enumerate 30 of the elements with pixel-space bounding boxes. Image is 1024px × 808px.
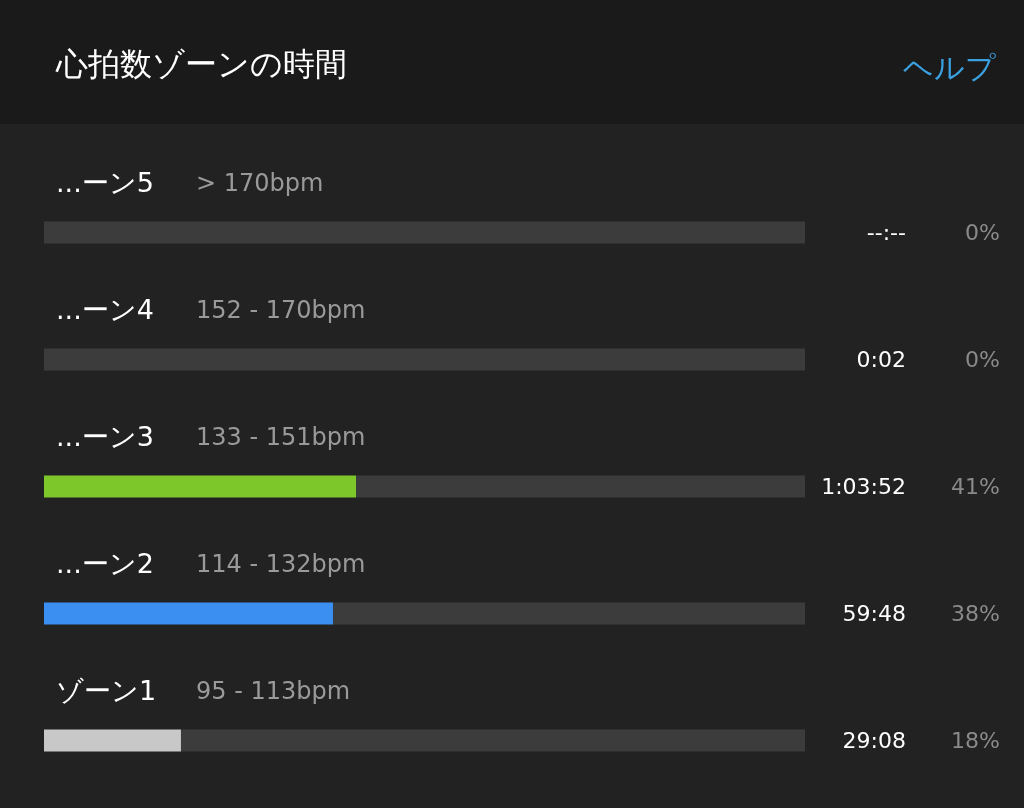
annotation: 114 - 132bpm <box>196 549 366 578</box>
y-tick-label: ...ーン2 <box>56 547 154 579</box>
bar <box>44 602 334 625</box>
data-label: 18% <box>951 727 1000 753</box>
data-label: 0% <box>965 346 1000 372</box>
text: 1:03:52 <box>821 473 906 499</box>
text: 0:02 <box>856 346 906 372</box>
bar <box>180 729 805 752</box>
y-tick-label: ゾーン1 <box>56 674 157 706</box>
text: --:-- <box>866 219 906 245</box>
y-tick-label: ...ーン3 <box>56 420 154 452</box>
bar <box>356 475 805 498</box>
data-label: 38% <box>951 600 1000 626</box>
annotation: > 170bpm <box>196 168 324 197</box>
text: 29:08 <box>842 727 906 753</box>
annotation: 133 - 151bpm <box>196 422 366 451</box>
text: 59:48 <box>842 600 906 626</box>
bar <box>333 602 805 625</box>
y-tick-label: ...ーン5 <box>56 166 154 198</box>
annotation: 95 - 113bpm <box>196 676 351 705</box>
data-label: 0% <box>965 219 1000 245</box>
text: ヘルプ <box>903 50 996 85</box>
y-tick-label: ...ーン4 <box>56 293 154 325</box>
bar <box>44 348 805 371</box>
chart-title: 心拍数ゾーンの時間 <box>55 45 347 83</box>
bar <box>44 475 357 498</box>
data-label: 41% <box>951 473 1000 499</box>
bar <box>44 729 181 752</box>
bar <box>44 221 805 244</box>
annotation: 152 - 170bpm <box>196 295 366 324</box>
